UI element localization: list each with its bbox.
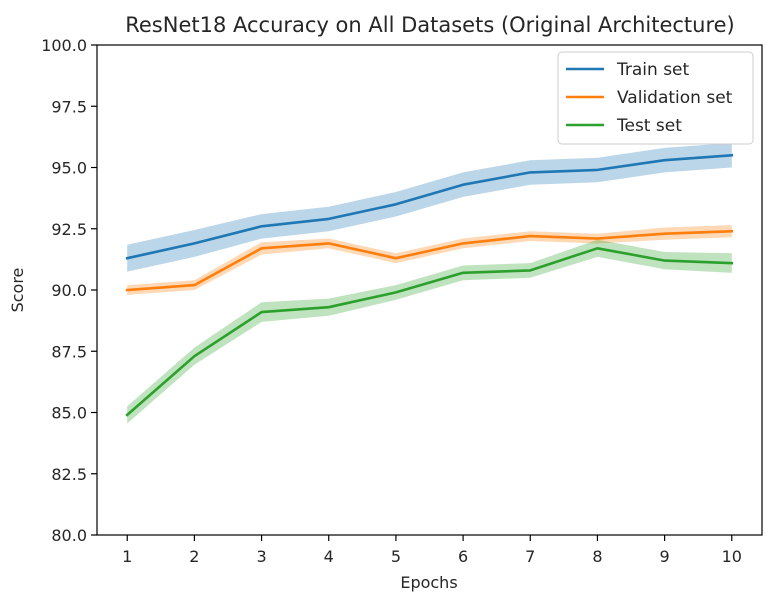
- chart-title: ResNet18 Accuracy on All Datasets (Origi…: [125, 13, 735, 37]
- line-series-3: [125, 247, 734, 417]
- legend-label: Train set: [616, 60, 690, 80]
- y-axis: 80.0 82.5 85.0 87.5 90.0 92.5 95.0 97.5 100.0: [41, 36, 97, 545]
- y-tick-label: 90.0: [51, 281, 87, 300]
- x-axis-label: Epochs: [400, 573, 457, 592]
- series-lines: [125, 153, 734, 417]
- y-tick-label: 100.0: [41, 36, 87, 55]
- x-axis: 1 2 3 4 5 6 7 8 9 10: [122, 535, 742, 566]
- legend: Train set Validation set Test set: [557, 51, 754, 145]
- y-tick-label: 80.0: [51, 526, 87, 545]
- x-tick-label: 2: [189, 547, 199, 566]
- x-tick-label: 10: [722, 547, 742, 566]
- x-tick-label: 8: [592, 547, 602, 566]
- legend-label: Validation set: [617, 88, 733, 108]
- confidence-bands: [127, 143, 732, 424]
- x-tick-label: 6: [458, 547, 468, 566]
- band-series-1: [127, 143, 732, 272]
- line-series-1: [125, 153, 734, 260]
- y-tick-label: 92.5: [51, 220, 87, 239]
- legend-label: Test set: [616, 116, 682, 136]
- y-axis-label: Score: [8, 268, 27, 313]
- y-tick-label: 87.5: [51, 342, 87, 361]
- line-series-2: [125, 229, 734, 292]
- band-series-2: [127, 225, 732, 295]
- y-tick-label: 95.0: [51, 159, 87, 178]
- band-series-3: [127, 239, 732, 424]
- x-tick-label: 1: [122, 547, 132, 566]
- y-tick-label: 82.5: [51, 465, 87, 484]
- y-tick-label: 85.0: [51, 404, 87, 423]
- legend-box: [557, 51, 754, 145]
- x-tick-label: 4: [324, 547, 334, 566]
- x-tick-label: 3: [256, 547, 266, 566]
- x-tick-label: 9: [660, 547, 670, 566]
- x-tick-label: 7: [525, 547, 535, 566]
- y-tick-label: 97.5: [51, 97, 87, 116]
- x-tick-label: 5: [391, 547, 401, 566]
